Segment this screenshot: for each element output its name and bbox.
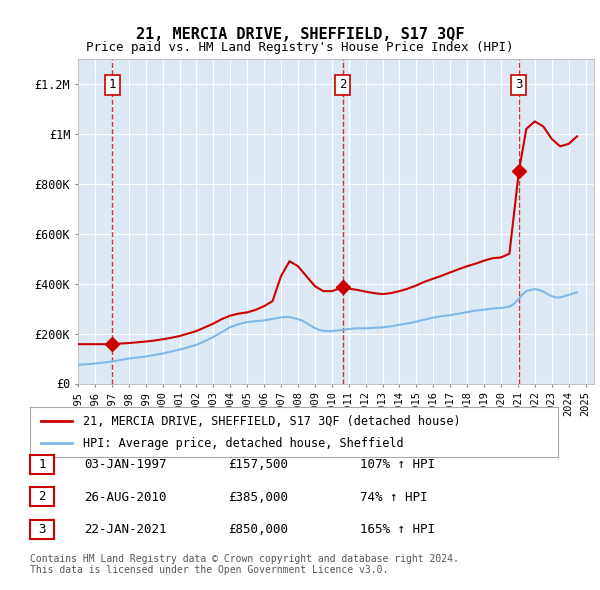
Text: Price paid vs. HM Land Registry's House Price Index (HPI): Price paid vs. HM Land Registry's House …: [86, 41, 514, 54]
Text: 107% ↑ HPI: 107% ↑ HPI: [360, 458, 435, 471]
Text: 1: 1: [38, 458, 46, 471]
Text: 03-JAN-1997: 03-JAN-1997: [84, 458, 167, 471]
Text: 21, MERCIA DRIVE, SHEFFIELD, S17 3QF: 21, MERCIA DRIVE, SHEFFIELD, S17 3QF: [136, 27, 464, 41]
Text: £157,500: £157,500: [228, 458, 288, 471]
Text: 22-JAN-2021: 22-JAN-2021: [84, 523, 167, 536]
Text: 165% ↑ HPI: 165% ↑ HPI: [360, 523, 435, 536]
Text: Contains HM Land Registry data © Crown copyright and database right 2024.
This d: Contains HM Land Registry data © Crown c…: [30, 553, 459, 575]
Text: 26-AUG-2010: 26-AUG-2010: [84, 491, 167, 504]
Text: £385,000: £385,000: [228, 491, 288, 504]
Text: 1: 1: [108, 78, 116, 91]
Text: HPI: Average price, detached house, Sheffield: HPI: Average price, detached house, Shef…: [83, 437, 403, 450]
Text: 74% ↑ HPI: 74% ↑ HPI: [360, 491, 427, 504]
Text: 2: 2: [339, 78, 347, 91]
Text: 3: 3: [515, 78, 523, 91]
Text: £850,000: £850,000: [228, 523, 288, 536]
Text: 2: 2: [38, 490, 46, 503]
Text: 3: 3: [38, 523, 46, 536]
Text: 21, MERCIA DRIVE, SHEFFIELD, S17 3QF (detached house): 21, MERCIA DRIVE, SHEFFIELD, S17 3QF (de…: [83, 415, 460, 428]
